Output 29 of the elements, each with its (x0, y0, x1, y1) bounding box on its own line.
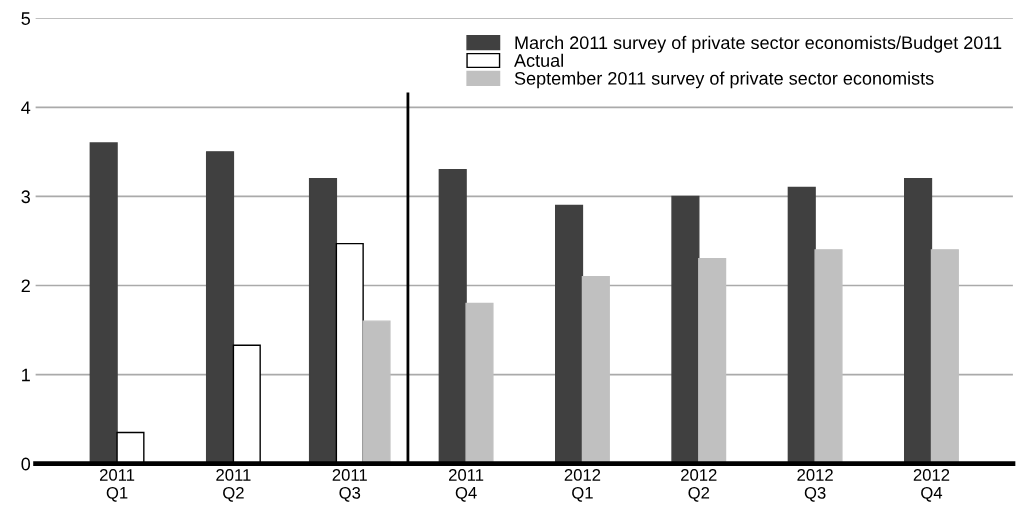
bar (554, 204, 584, 464)
bar (205, 151, 235, 464)
bar (581, 275, 610, 464)
bar (787, 186, 816, 464)
bar (465, 302, 494, 464)
bar (438, 168, 467, 464)
bar (671, 195, 700, 464)
bar (904, 177, 933, 464)
x-tick-label: 2012 Q3 (797, 468, 833, 502)
x-tick-label: 2012 Q4 (913, 468, 950, 502)
bar (814, 249, 843, 464)
x-tick-label: 2011 Q3 (332, 468, 367, 502)
x-tick-label: 2011 Q4 (449, 468, 484, 502)
y-tick-label: 5 (21, 12, 31, 25)
x-tick-label: 2012 Q1 (564, 468, 601, 502)
legend-label: Actual (514, 53, 563, 67)
bar (89, 142, 118, 464)
y-tick-label: 2 (21, 279, 30, 293)
x-tick-label: 2011 Q1 (99, 468, 135, 502)
legend-label: September 2011 survey of private sector economists (514, 71, 934, 89)
bar (930, 249, 959, 464)
y-tick-label: 3 (21, 190, 30, 204)
x-tick-label: 2012 Q2 (681, 468, 717, 502)
y-tick-label: 4 (21, 101, 31, 114)
legend-label: March 2011 survey of private sector economists/Budget 2011 (515, 35, 1002, 53)
bar (698, 258, 727, 464)
y-tick-label: 1 (22, 368, 30, 382)
y-tick-label: 0 (21, 457, 31, 471)
x-tick-label: 2011 Q2 (216, 468, 251, 502)
